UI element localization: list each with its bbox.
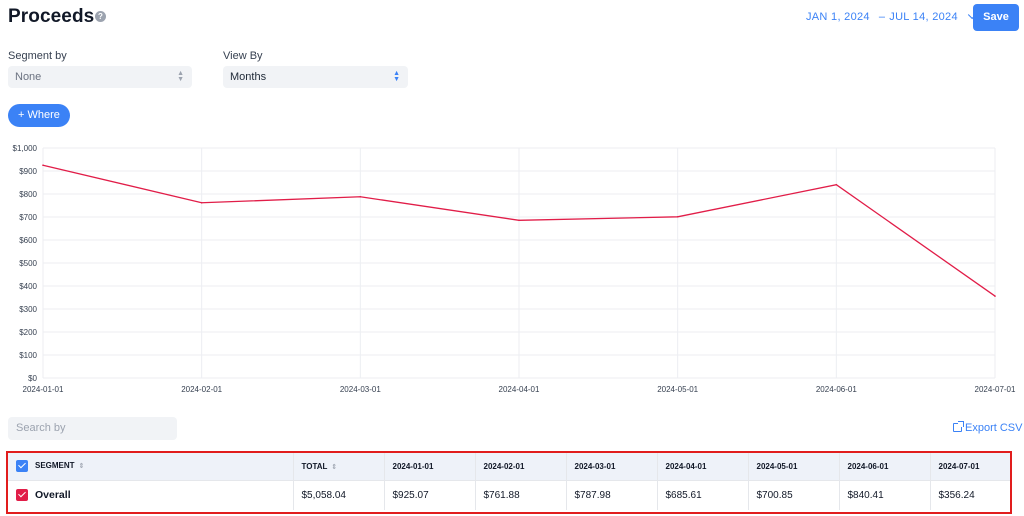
column-header: 2024-04-01 bbox=[657, 453, 749, 480]
save-button[interactable]: Save bbox=[973, 4, 1019, 31]
segment-cell: Overall bbox=[8, 479, 294, 510]
column-header: 2024-06-01 bbox=[839, 453, 931, 480]
y-tick-label: $400 bbox=[19, 282, 37, 291]
y-tick-label: $800 bbox=[19, 190, 37, 199]
data-point bbox=[518, 219, 520, 222]
x-tick-label: 2024-02-01 bbox=[181, 385, 222, 394]
table-cell: $761.88 bbox=[475, 479, 567, 510]
proceeds-line-chart: $0 $100 $200 $300 $400 $500 $600 $700 $800 $900 $1… bbox=[13, 144, 1016, 394]
x-tick-label: 2024-04-01 bbox=[499, 385, 540, 394]
table-row: Overall $5,058.04 $925.07 $761.88 $787.9… bbox=[8, 479, 1010, 510]
view-by-label: View By bbox=[223, 50, 263, 62]
row-checkbox[interactable] bbox=[16, 489, 28, 502]
data-point bbox=[994, 295, 996, 297]
column-header: 2024-07-01 bbox=[930, 453, 1010, 480]
date-range-picker[interactable]: JAN 1, 2024– JUL 14, 2024 bbox=[806, 10, 977, 23]
column-header: 2024-03-01 bbox=[566, 453, 658, 480]
y-tick-label: $500 bbox=[19, 259, 37, 268]
x-tick-label: 2024-06-01 bbox=[816, 385, 857, 394]
table-cell: $925.07 bbox=[384, 479, 476, 510]
select-arrows-icon: ▲ ▼ bbox=[177, 70, 184, 83]
sort-icon[interactable]: ⇕ bbox=[78, 463, 85, 471]
search-input[interactable]: Search by bbox=[8, 417, 177, 440]
x-axis-ticks: 2024-01-01 2024-02-01 2024-03-01 2024-04-01… bbox=[23, 385, 1016, 394]
table-cell: $700.85 bbox=[748, 479, 840, 510]
data-point bbox=[835, 183, 838, 186]
segment-by-value: None bbox=[15, 71, 42, 83]
x-tick-label: 2024-05-01 bbox=[657, 385, 698, 394]
column-header-segment[interactable]: SEGMENT ⇕ bbox=[8, 453, 294, 480]
date-separator: – bbox=[878, 11, 886, 23]
y-tick-label: $600 bbox=[19, 236, 37, 245]
column-header: 2024-02-01 bbox=[475, 453, 567, 480]
table-cell: $356.24 bbox=[930, 479, 1010, 510]
data-point bbox=[42, 164, 44, 167]
x-tick-label: 2024-01-01 bbox=[23, 385, 64, 394]
table-cell: $840.41 bbox=[839, 479, 931, 510]
table-cell: $685.61 bbox=[657, 479, 749, 510]
data-point bbox=[676, 216, 679, 218]
table-cell: $5,058.04 bbox=[293, 479, 385, 510]
y-axis-ticks: $0 $100 $200 $300 $400 $500 $600 $700 $800 $900 $1… bbox=[13, 144, 38, 383]
export-csv-link[interactable]: Export CSV bbox=[953, 421, 1023, 434]
column-header: 2024-05-01 bbox=[748, 453, 840, 480]
x-tick-label: 2024-03-01 bbox=[340, 385, 381, 394]
y-tick-label: $200 bbox=[19, 328, 37, 337]
view-by-select[interactable]: Months ▲ ▼ bbox=[223, 66, 408, 88]
sort-icon[interactable]: ⇕ bbox=[331, 463, 338, 471]
y-tick-label: $900 bbox=[19, 167, 37, 176]
add-where-filter-button[interactable]: + Where bbox=[8, 104, 70, 127]
table-cell: $787.98 bbox=[566, 479, 658, 510]
export-csv-label: Export CSV bbox=[965, 422, 1023, 434]
y-tick-label: $100 bbox=[19, 351, 37, 360]
select-arrows-icon: ▲ ▼ bbox=[393, 70, 400, 83]
data-point bbox=[359, 195, 362, 198]
view-by-value: Months bbox=[230, 71, 267, 83]
column-header-total[interactable]: TOTAL ⇕ bbox=[293, 453, 385, 480]
y-tick-label: $0 bbox=[28, 374, 37, 383]
date-start: JAN 1, 2024 bbox=[806, 11, 870, 23]
y-tick-label: $700 bbox=[19, 213, 37, 222]
table-header-row: SEGMENT ⇕ TOTAL ⇕ 2024-01-01 2024-02-01 20… bbox=[8, 453, 1010, 480]
date-end: JUL 14, 2024 bbox=[889, 11, 958, 23]
select-all-checkbox[interactable] bbox=[16, 460, 28, 473]
y-tick-label: $1,000 bbox=[13, 144, 38, 153]
segment-by-select[interactable]: None ▲ ▼ bbox=[8, 66, 192, 88]
chart-series bbox=[42, 164, 996, 297]
data-point bbox=[200, 201, 203, 204]
chart-grid bbox=[42, 147, 996, 379]
segment-by-label: Segment by bbox=[8, 50, 67, 62]
help-icon[interactable]: ? bbox=[95, 11, 106, 22]
data-table-container: SEGMENT ⇕ TOTAL ⇕ 2024-01-01 2024-02-01 20… bbox=[6, 451, 1012, 514]
x-tick-label: 2024-07-01 bbox=[975, 385, 1016, 394]
column-header: 2024-01-01 bbox=[384, 453, 476, 480]
page-title: Proceeds bbox=[8, 6, 95, 27]
y-tick-label: $300 bbox=[19, 305, 37, 314]
export-icon bbox=[953, 421, 964, 432]
data-table: SEGMENT ⇕ TOTAL ⇕ 2024-01-01 2024-02-01 20… bbox=[8, 453, 1010, 510]
